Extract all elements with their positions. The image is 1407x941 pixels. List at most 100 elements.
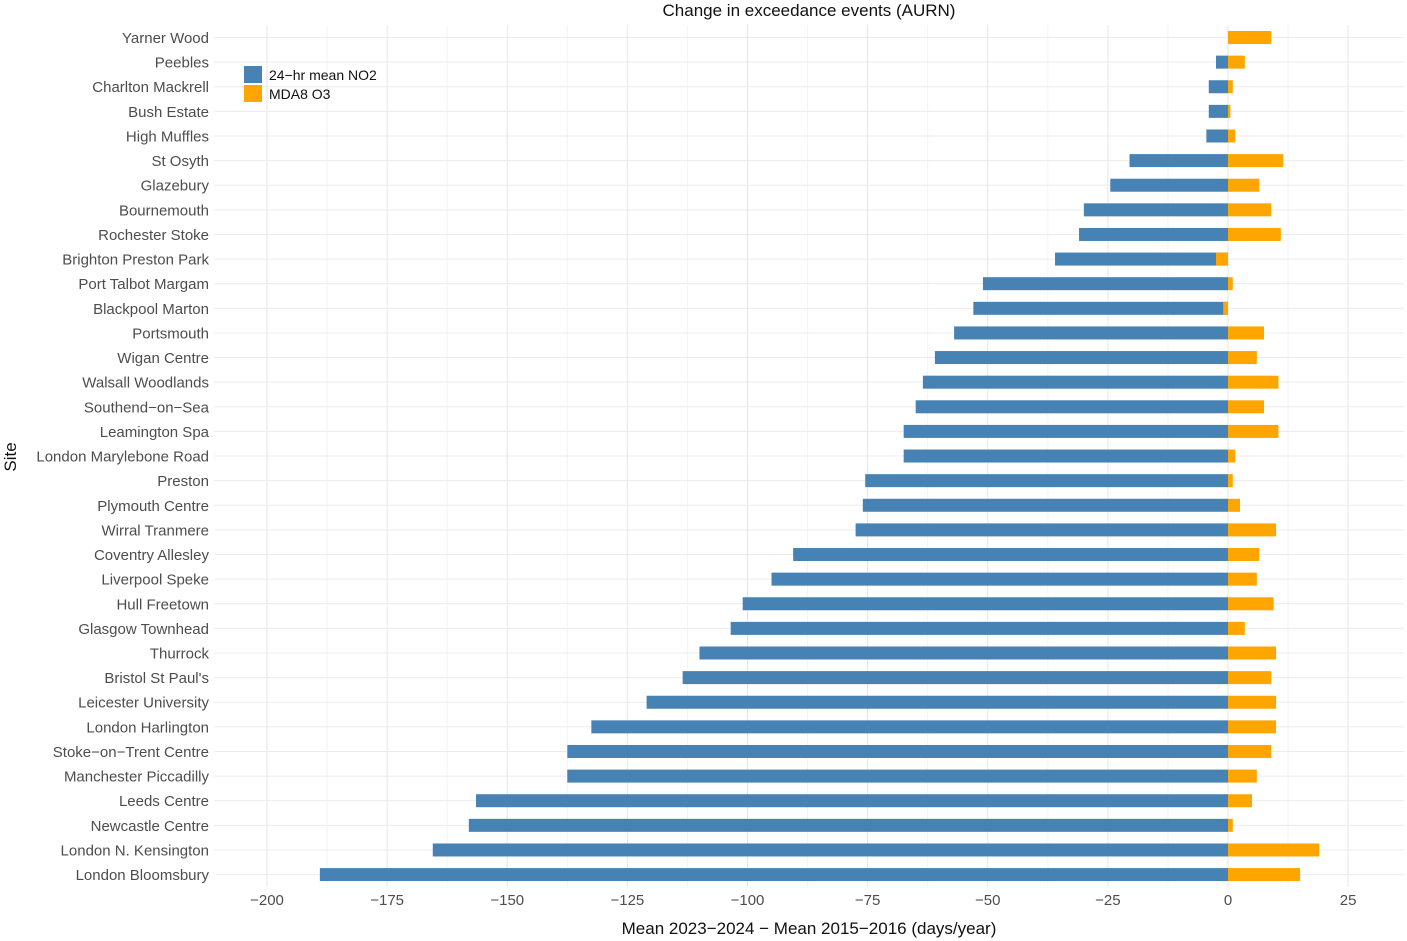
bar-no2 — [934, 351, 1228, 365]
y-tick-label: Plymouth Centre — [97, 498, 209, 515]
bar-no2 — [699, 646, 1228, 660]
bar-no2 — [1206, 129, 1228, 143]
y-tick-label: Bush Estate — [128, 104, 209, 121]
y-tick-label: Blackpool Marton — [93, 301, 209, 318]
legend-swatch — [244, 66, 262, 83]
bar-no2 — [1215, 55, 1228, 69]
bar-o3 — [1228, 326, 1265, 340]
y-tick-label: Glasgow Townhead — [78, 621, 209, 638]
bars — [319, 31, 1320, 882]
bar-o3 — [1228, 474, 1233, 488]
bar-no2 — [1208, 104, 1228, 118]
bar-no2 — [982, 277, 1228, 291]
y-tick-label: Hull Freetown — [116, 596, 209, 613]
bar-no2 — [476, 794, 1229, 808]
x-tick-label: −125 — [610, 892, 644, 909]
bar-no2 — [730, 621, 1228, 635]
x-tick-label: 25 — [1340, 892, 1357, 909]
bar-no2 — [855, 523, 1228, 537]
bar-o3 — [1228, 744, 1272, 758]
x-tick-label: −200 — [250, 892, 284, 909]
bar-o3 — [1228, 794, 1253, 808]
bar-no2 — [468, 818, 1228, 832]
bar-no2 — [973, 301, 1228, 315]
y-tick-label: Newcastle Centre — [91, 818, 209, 835]
bar-o3 — [1223, 301, 1228, 315]
chart-title: Change in exceedance events (AURN) — [663, 1, 956, 20]
y-tick-label: Walsall Woodlands — [82, 375, 209, 392]
bar-no2 — [591, 720, 1228, 734]
bar-no2 — [1083, 203, 1228, 217]
bar-o3 — [1228, 129, 1236, 143]
legend-swatch — [244, 85, 262, 102]
y-tick-label: Stoke−on−Trent Centre — [53, 744, 209, 761]
bar-no2 — [682, 671, 1228, 685]
y-tick-label: Yarner Wood — [122, 30, 209, 47]
y-tick-label: Wigan Centre — [117, 350, 209, 367]
y-tick-label: London Marylebone Road — [36, 449, 209, 466]
x-tick-labels: −200 −175 −150 −125 −100 −75 −50 −25 0 25 — [250, 892, 1356, 909]
y-tick-label: Bristol St Paul's — [104, 670, 209, 687]
legend-label: 24−hr mean NO2 — [269, 67, 377, 83]
bar-o3 — [1228, 671, 1272, 685]
y-tick-label: Southend−on−Sea — [84, 399, 210, 416]
y-tick-label: Bournemouth — [119, 202, 209, 219]
bar-o3 — [1215, 252, 1228, 266]
bar-no2 — [319, 868, 1229, 882]
y-tick-label: London Bloomsbury — [76, 867, 210, 884]
x-tick-label: 0 — [1224, 892, 1232, 909]
legend: 24−hr mean NO2 MDA8 O3 — [244, 66, 377, 102]
y-tick-label: London N. Kensington — [61, 842, 209, 859]
y-tick-label: Port Talbot Margam — [78, 276, 209, 293]
bar-no2 — [865, 474, 1228, 488]
bar-o3 — [1228, 597, 1274, 611]
bar-o3 — [1228, 178, 1260, 192]
bar-no2 — [1208, 80, 1228, 94]
bar-o3 — [1228, 351, 1257, 365]
bar-o3 — [1228, 646, 1277, 660]
y-tick-label: Preston — [157, 473, 209, 490]
x-tick-label: −50 — [975, 892, 1000, 909]
bar-no2 — [567, 744, 1228, 758]
bar-no2 — [432, 843, 1229, 857]
y-tick-label: Manchester Piccadilly — [64, 769, 210, 786]
y-tick-label: Coventry Allesley — [94, 547, 210, 564]
y-tick-label: Leicester University — [78, 695, 209, 712]
bar-no2 — [567, 769, 1228, 783]
bar-o3 — [1228, 621, 1245, 635]
bar-no2 — [903, 449, 1228, 463]
bar-no2 — [1110, 178, 1228, 192]
y-tick-label: High Muffles — [126, 128, 209, 145]
x-tick-label: −25 — [1095, 892, 1120, 909]
bar-o3 — [1228, 498, 1241, 512]
bar-o3 — [1228, 375, 1279, 389]
bar-no2 — [771, 572, 1228, 586]
x-tick-label: −150 — [490, 892, 524, 909]
bar-o3 — [1228, 31, 1272, 44]
y-tick-label: Wirral Tranmere — [101, 522, 209, 539]
y-tick-label: Charlton Mackrell — [92, 79, 209, 96]
y-tick-label: London Harlington — [86, 719, 209, 736]
x-tick-label: −175 — [370, 892, 404, 909]
bar-no2 — [903, 424, 1228, 438]
y-tick-label: Peebles — [155, 55, 209, 72]
bar-no2 — [922, 375, 1228, 389]
bar-o3 — [1228, 104, 1231, 118]
bar-o3 — [1228, 523, 1277, 537]
bar-no2 — [742, 597, 1228, 611]
bar-o3 — [1228, 548, 1260, 562]
bar-o3 — [1228, 769, 1257, 783]
bar-no2 — [1079, 227, 1228, 241]
bar-no2 — [862, 498, 1228, 512]
bar-no2 — [793, 548, 1228, 562]
bar-o3 — [1228, 55, 1245, 69]
bar-o3 — [1228, 227, 1281, 241]
x-axis-title: Mean 2023−2024 − Mean 2015−2016 (days/ye… — [622, 919, 997, 938]
bar-o3 — [1228, 80, 1233, 94]
bar-o3 — [1228, 400, 1265, 414]
bar-o3 — [1228, 154, 1284, 168]
bar-o3 — [1228, 203, 1272, 217]
bar-o3 — [1228, 424, 1279, 438]
bar-o3 — [1228, 449, 1236, 463]
bar-o3 — [1228, 572, 1257, 586]
